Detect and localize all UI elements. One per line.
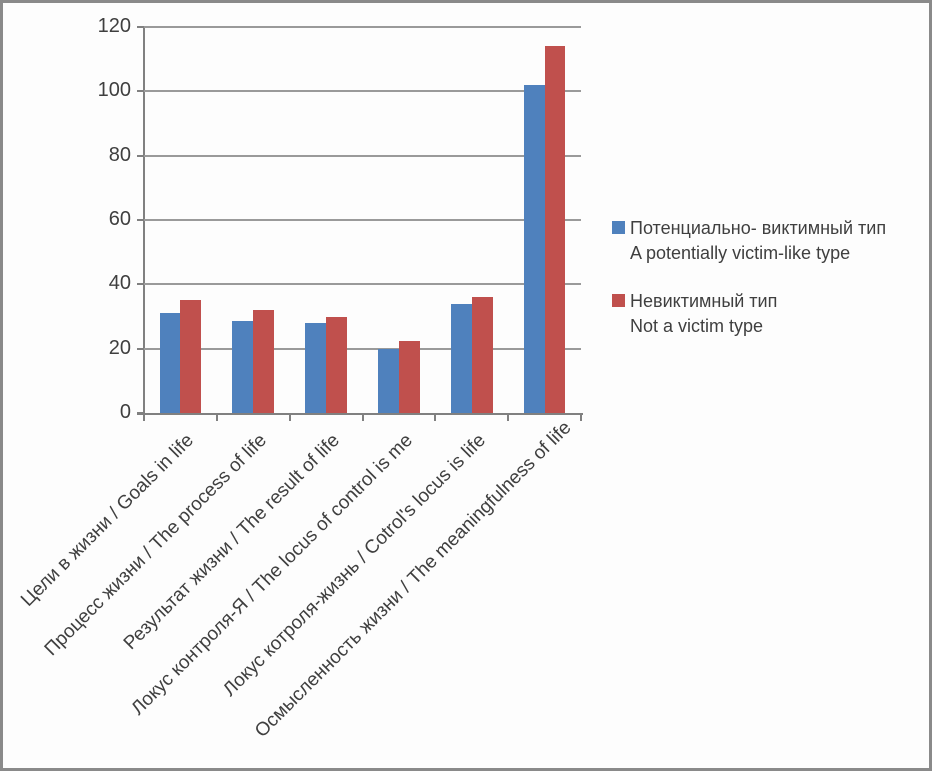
legend: Потенциально- виктимный тип A potentiall… [612,216,929,362]
bar-series2-cat3 [326,316,347,413]
bar-series2-cat1 [180,300,202,413]
x-axis-tick-1 [215,415,218,421]
bar-series1-cat3 [305,322,327,413]
gridline-80 [144,154,581,157]
y-axis-label-120: 120 [97,15,131,37]
y-axis-tick-80 [137,154,144,157]
y-axis-tick-120 [137,26,144,28]
plot-area: 0 20 40 60 80 100 120 Цели в жизни / Goals in l… [3,3,929,768]
x-axis-tick-4 [434,415,437,421]
legend-label-series1-en: A potentially victim-like type [630,243,851,263]
bar-series1-cat5 [450,303,472,413]
y-axis-tick-100 [137,90,144,93]
gridline-120 [144,26,581,28]
legend-item-series2: Невиктимный тип Not a victim type [612,289,929,339]
y-axis-label-20: 20 [108,336,131,359]
y-axis-tick-20 [137,347,144,350]
legend-item-series1: Потенциально- виктимный тип A potentiall… [612,216,929,266]
y-axis-label-60: 60 [108,208,131,230]
legend-label-series1-ru: Потенциально- виктимный тип [630,218,887,238]
y-axis-tick-40 [137,283,144,286]
bar-series1-cat2 [232,321,254,413]
y-axis-tick-60 [137,219,144,221]
legend-swatch-blue [612,221,625,234]
x-axis-tick-2 [288,415,291,421]
y-axis-label-100: 100 [97,79,131,102]
legend-label-series2: Невиктимный тип Not a victim type [630,289,777,339]
x-axis-tick-5 [507,415,510,421]
x-axis-tick-6 [580,415,582,421]
bar-series2-cat4 [398,340,420,413]
legend-swatch-red [612,294,625,307]
bar-series2-cat5 [471,297,493,413]
bar-series2-cat6 [544,46,566,413]
y-axis-label-40: 40 [108,272,131,295]
x-axis-tick-0 [143,415,145,421]
legend-label-series2-en: Not a victim type [630,316,764,336]
x-axis-tick-3 [361,415,364,421]
gridline-60 [144,219,581,221]
gridline-20 [144,347,581,350]
bar-series2-cat2 [253,310,275,413]
bar-series1-cat6 [523,84,545,413]
y-axis-label-0: 0 [119,401,131,423]
legend-label-series1: Потенциально- виктимный тип A potentiall… [630,216,886,266]
gridline-40 [144,283,581,286]
y-axis-tick-0 [137,412,144,414]
y-axis-label-80: 80 [108,143,131,166]
gridline-100 [144,90,581,93]
bar-series1-cat4 [378,348,399,413]
legend-label-series2-ru: Невиктимный тип [630,291,778,311]
bar-series1-cat1 [159,313,181,413]
x-axis-line [137,413,583,415]
